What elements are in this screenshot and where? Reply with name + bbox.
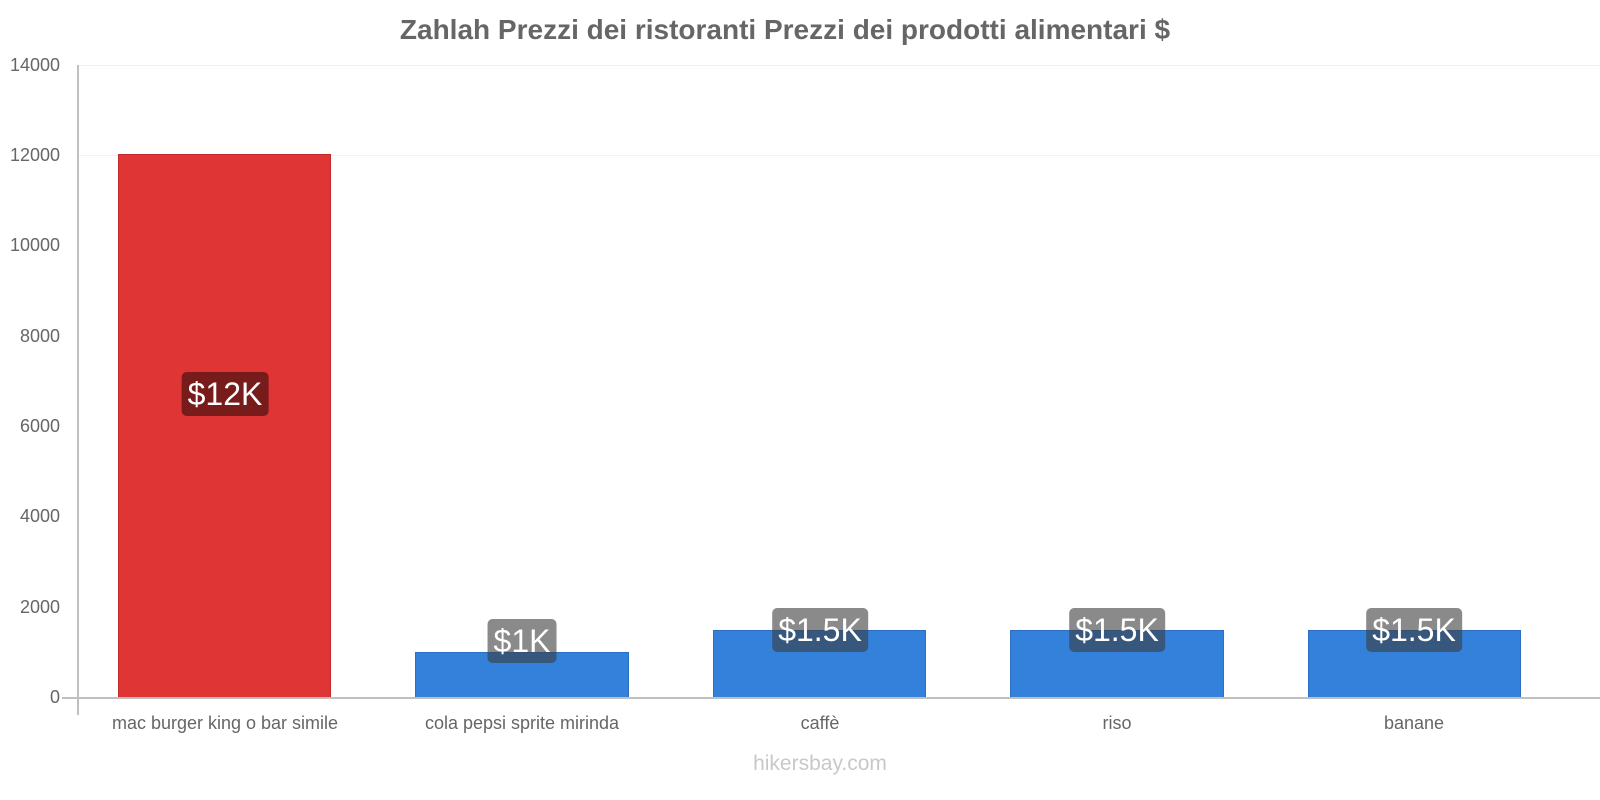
chart-title: Zahlah Prezzi dei ristoranti Prezzi dei … <box>399 14 1171 45</box>
y-tick-label: 8000 <box>19 326 60 346</box>
y-tick-label: 2000 <box>19 597 60 617</box>
value-label: $1.5K <box>772 608 868 652</box>
y-axis <box>77 65 79 715</box>
y-tick-label: 14000 <box>9 55 60 75</box>
watermark: hikersbay.com <box>753 752 887 775</box>
value-label: $1.5K <box>1069 608 1165 652</box>
x-tick-label: caffè <box>800 713 840 733</box>
axis-tick <box>62 697 78 699</box>
x-tick-label: cola pepsi sprite mirinda <box>424 713 620 733</box>
y-tick-label: 4000 <box>19 506 60 526</box>
value-label: $1K <box>487 619 557 663</box>
value-label: $1.5K <box>1366 608 1462 652</box>
gridline <box>78 65 1600 66</box>
y-tick-label: 0 <box>49 687 60 707</box>
y-tick-label: 10000 <box>9 235 60 255</box>
x-axis <box>62 697 1600 699</box>
x-tick-label: riso <box>1102 713 1132 733</box>
y-tick-label: 12000 <box>9 145 60 165</box>
bar-mac-burger-king <box>118 154 331 698</box>
value-label: $12K <box>181 372 269 416</box>
y-tick-label: 6000 <box>19 416 60 436</box>
x-tick-label: mac burger king o bar simile <box>111 713 339 733</box>
gridline <box>78 155 1600 156</box>
x-tick-label: banane <box>1383 713 1445 733</box>
